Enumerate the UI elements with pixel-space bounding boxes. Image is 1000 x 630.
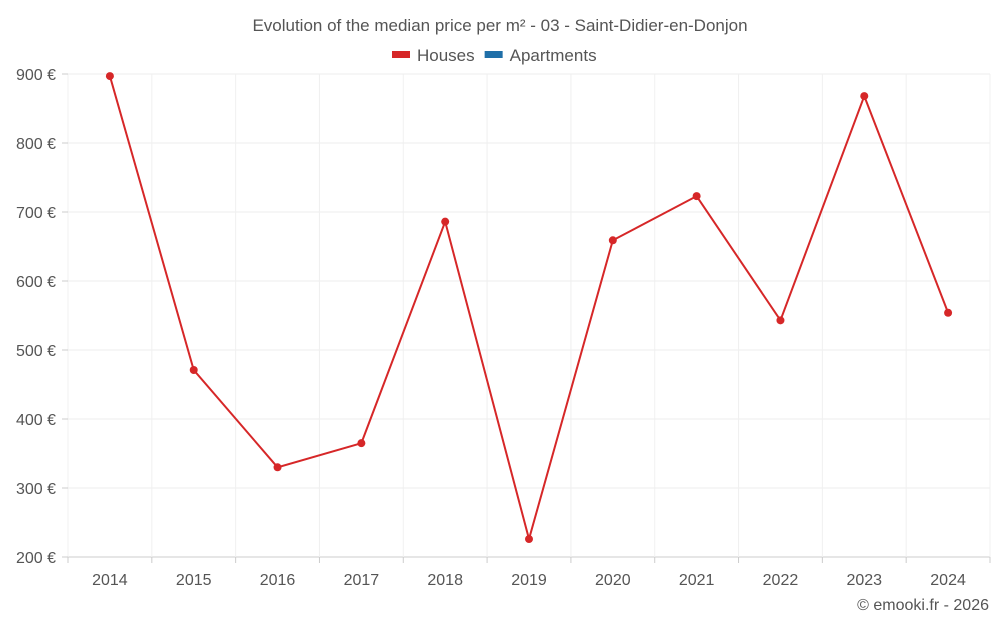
y-tick-label: 500 € <box>16 343 56 360</box>
y-tick-label: 900 € <box>16 67 56 84</box>
x-tick-label: 2021 <box>679 572 715 589</box>
y-tick-label: 700 € <box>16 205 56 222</box>
data-point <box>860 92 869 101</box>
x-tick-label: 2019 <box>511 572 547 589</box>
legend: Houses Apartments <box>392 46 597 65</box>
chart-title: Evolution of the median price per m² - 0… <box>252 16 747 35</box>
data-point <box>273 463 282 472</box>
legend-label-apartments: Apartments <box>510 46 597 65</box>
legend-swatch-apartments <box>484 51 503 58</box>
x-tick-label: 2015 <box>176 572 212 589</box>
data-point <box>441 217 450 226</box>
axes: 200 € 300 € 400 € 500 € 600 € 700 € 800 € 900 €… <box>16 67 991 589</box>
data-point <box>692 192 701 201</box>
x-tick-label: 2014 <box>92 572 128 589</box>
y-tick-label: 600 € <box>16 274 56 291</box>
grid <box>67 73 991 558</box>
y-tick-label: 300 € <box>16 481 56 498</box>
legend-label-houses: Houses <box>417 46 475 65</box>
x-tick-label: 2023 <box>846 572 882 589</box>
footer-credit: © emooki.fr - 2026 <box>857 597 989 614</box>
data-point <box>944 308 953 317</box>
y-tick-label: 800 € <box>16 136 56 153</box>
y-tick-label: 200 € <box>16 550 56 567</box>
data-point <box>776 316 785 325</box>
data-point <box>525 535 533 544</box>
x-tick-label: 2018 <box>427 572 463 589</box>
legend-swatch-houses <box>392 51 410 58</box>
x-tick-label: 2024 <box>930 572 966 589</box>
series <box>105 72 953 544</box>
x-tick-label: 2016 <box>260 572 296 589</box>
x-tick-label: 2020 <box>595 572 631 589</box>
data-point <box>608 236 617 245</box>
data-point <box>189 366 198 375</box>
data-point <box>357 439 366 448</box>
x-tick-label: 2022 <box>763 572 799 589</box>
y-tick-label: 400 € <box>16 412 56 429</box>
x-tick-label: 2017 <box>344 572 380 589</box>
data-point <box>105 72 114 81</box>
